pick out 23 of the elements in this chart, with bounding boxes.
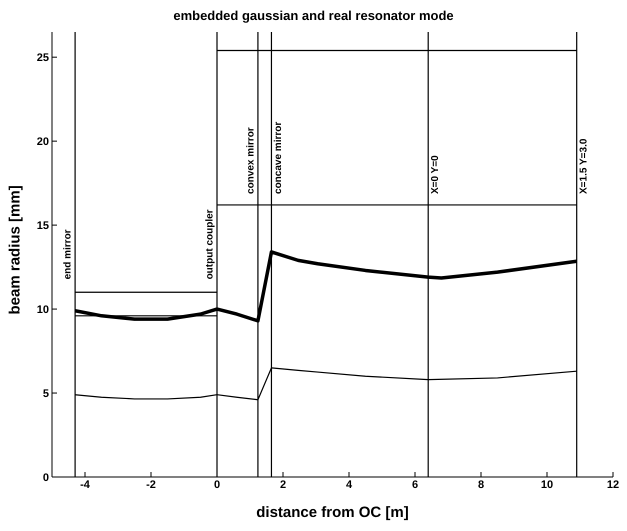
x-tick-label: 2 — [280, 478, 286, 491]
x-tick-label: 10 — [540, 478, 554, 491]
y-tick-label: 20 — [36, 136, 49, 148]
x-tick-label: 6 — [412, 478, 418, 491]
y-tick-label: 25 — [36, 52, 49, 64]
x-axis-title: distance from OC [m] — [256, 504, 409, 521]
x-tick-label: 0 — [214, 478, 220, 491]
chart-title: embedded gaussian and real resonator mode — [172, 8, 455, 25]
ref-line-label: convex mirror — [246, 127, 257, 194]
x-tick-label: 8 — [478, 478, 484, 491]
annotation: X=0 Y=0 — [430, 154, 441, 194]
y-tick-label: 10 — [36, 304, 49, 316]
annotation: X=1.5 Y=3.0 — [578, 138, 590, 194]
y-axis-title: beam radius [mm] — [6, 185, 24, 314]
y-tick-label: 15 — [36, 220, 49, 232]
x-tick-label: 4 — [346, 478, 353, 491]
x-tick-label: 12 — [606, 478, 620, 491]
ref-line-label: end mirror — [62, 229, 74, 280]
y-tick-label: 5 — [42, 388, 49, 400]
x-tick-label: -4 — [80, 478, 91, 491]
ref-line-label: concave mirror — [273, 122, 284, 194]
ref-line-label: output coupler — [204, 209, 216, 280]
x-tick-label: -2 — [146, 478, 156, 491]
